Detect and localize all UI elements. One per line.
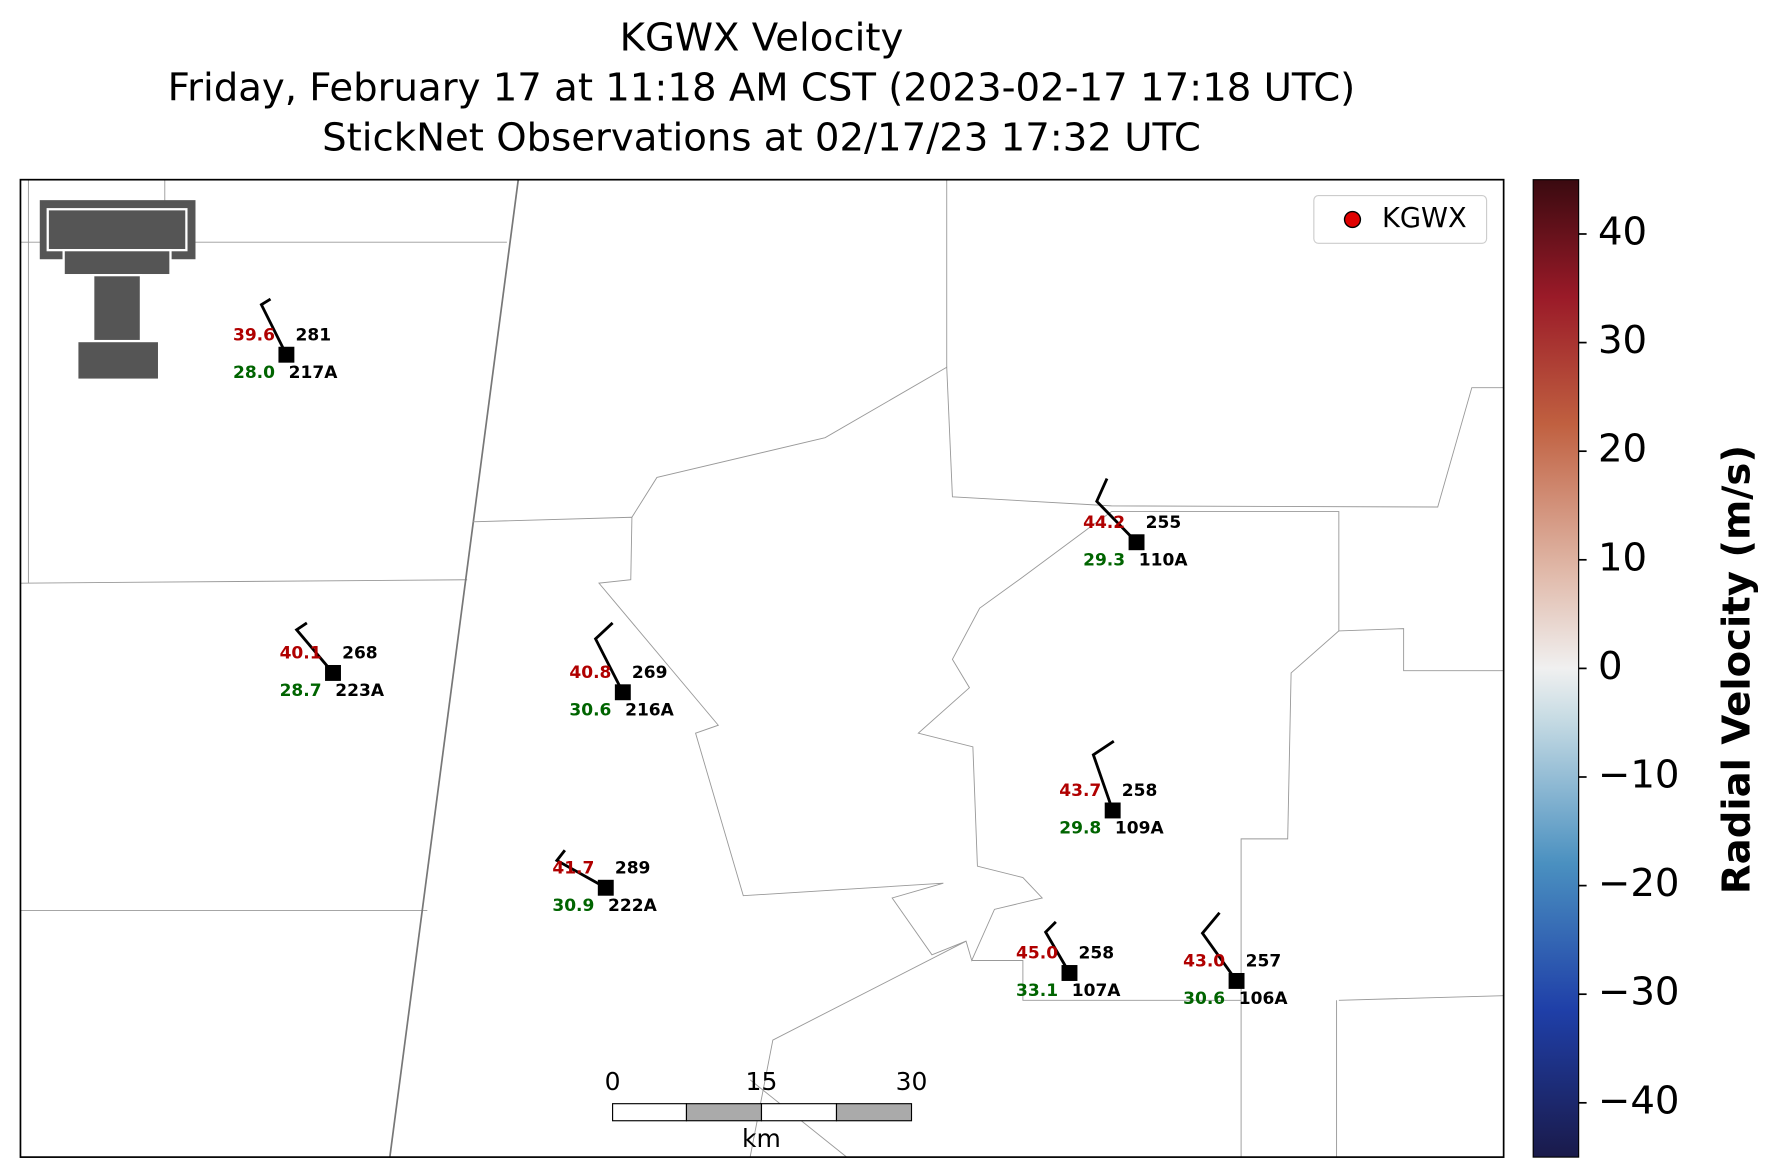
dewpoint: 28.7 bbox=[280, 681, 322, 701]
colorbar-tick-label: 20 bbox=[1598, 427, 1647, 472]
station-id: 106A bbox=[1239, 989, 1289, 1009]
temperature: 41.7 bbox=[552, 858, 594, 878]
direction: 257 bbox=[1246, 952, 1282, 972]
wind-barb bbox=[1091, 739, 1115, 811]
dewpoint: 30.9 bbox=[552, 896, 594, 916]
temperature: 44.2 bbox=[1083, 513, 1125, 533]
station-marker bbox=[1061, 965, 1078, 981]
map-frame bbox=[19, 178, 1505, 1158]
wind-barb bbox=[1200, 911, 1238, 982]
temperature: 43.0 bbox=[1183, 952, 1225, 972]
colorbar-tick-label: 30 bbox=[1598, 318, 1647, 363]
colorbar-tick-label: 10 bbox=[1598, 535, 1647, 580]
dewpoint: 30.6 bbox=[569, 700, 611, 720]
colorbar bbox=[1532, 179, 1580, 1158]
colorbar-tick-label: −40 bbox=[1598, 1078, 1680, 1123]
station-marker bbox=[1128, 534, 1145, 551]
dewpoint: 28.0 bbox=[233, 363, 275, 383]
legend-label: KGWX bbox=[1382, 203, 1467, 234]
temperature: 39.6 bbox=[233, 325, 275, 345]
colorbar-ticks: 40 30 20 10 0 −10 −20 −30 −40 bbox=[1578, 209, 1680, 1123]
dewpoint: 29.3 bbox=[1083, 550, 1125, 570]
station-id: 217A bbox=[289, 363, 339, 383]
station: 40.1 268 28.7 223A bbox=[280, 621, 385, 701]
logo bbox=[39, 200, 196, 381]
colorbar-tick-label: −30 bbox=[1598, 970, 1680, 1015]
temperature: 40.8 bbox=[569, 663, 611, 683]
direction: 258 bbox=[1079, 944, 1115, 964]
direction: 269 bbox=[632, 663, 668, 683]
wind-barb bbox=[554, 849, 607, 889]
temperature: 45.0 bbox=[1016, 944, 1058, 964]
station-id: 223A bbox=[335, 681, 385, 701]
temperature: 40.1 bbox=[280, 644, 322, 664]
subtitle: StickNet Observations at 02/17/23 17:32 … bbox=[322, 115, 1201, 160]
wind-barb bbox=[593, 621, 625, 693]
direction: 255 bbox=[1146, 513, 1182, 533]
direction: 281 bbox=[295, 325, 331, 345]
station: 41.7 289 30.9 222A bbox=[552, 849, 658, 916]
scale-tick: 0 bbox=[605, 1067, 621, 1096]
station-marker bbox=[1228, 972, 1245, 989]
dewpoint: 30.6 bbox=[1183, 989, 1225, 1009]
station: 40.8 269 30.6 216A bbox=[569, 621, 675, 720]
scale-bar: 0 15 30 km bbox=[605, 1067, 928, 1153]
station: 44.2 255 29.3 110A bbox=[1083, 478, 1189, 570]
station-marker bbox=[614, 684, 631, 701]
colorbar-tick-label: −10 bbox=[1598, 753, 1680, 798]
colorbar-tick-label: 40 bbox=[1598, 209, 1647, 254]
legend-box bbox=[1313, 195, 1488, 244]
stations: 39.6 281 28.0 217A 40.1 268 28.7 223A 40.8 269 30.… bbox=[233, 297, 1289, 1009]
legend-marker bbox=[1343, 210, 1362, 229]
colorbar-label: Radial Velocity (m/s) bbox=[1714, 445, 1759, 894]
station: 39.6 281 28.0 217A bbox=[233, 297, 339, 383]
legend[interactable]: KGWX bbox=[1313, 195, 1488, 244]
scale-tick: 30 bbox=[896, 1067, 928, 1096]
station-marker bbox=[278, 346, 295, 363]
station: 45.0 258 33.1 107A bbox=[1016, 920, 1122, 1001]
wind-barb bbox=[1095, 478, 1138, 544]
station-marker bbox=[1104, 802, 1121, 819]
station-id: 109A bbox=[1115, 819, 1165, 839]
colorbar-tick-label: 0 bbox=[1598, 644, 1623, 689]
station-marker bbox=[597, 879, 614, 896]
direction: 289 bbox=[615, 858, 651, 878]
wind-barb bbox=[294, 621, 335, 674]
dewpoint: 33.1 bbox=[1016, 981, 1058, 1001]
scale-tick: 15 bbox=[746, 1067, 778, 1096]
station: 43.0 257 30.6 106A bbox=[1183, 911, 1289, 1009]
station-id: 110A bbox=[1139, 550, 1189, 570]
wind-barb bbox=[259, 297, 288, 356]
direction: 268 bbox=[342, 644, 378, 664]
wind-barb bbox=[1043, 920, 1071, 974]
station-id: 222A bbox=[608, 896, 658, 916]
dewpoint: 29.8 bbox=[1059, 819, 1101, 839]
scale-unit: km bbox=[742, 1124, 781, 1153]
colorbar-tick-label: −20 bbox=[1598, 861, 1680, 906]
title: KGWX Velocity bbox=[620, 15, 904, 60]
station: 43.7 258 29.8 109A bbox=[1059, 739, 1165, 839]
station-id: 107A bbox=[1072, 981, 1122, 1001]
direction: 258 bbox=[1122, 781, 1158, 801]
station-marker bbox=[325, 664, 341, 681]
temperature: 43.7 bbox=[1059, 781, 1101, 801]
subtitle: Friday, February 17 at 11:18 AM CST (202… bbox=[168, 65, 1356, 110]
station-id: 216A bbox=[625, 700, 675, 720]
